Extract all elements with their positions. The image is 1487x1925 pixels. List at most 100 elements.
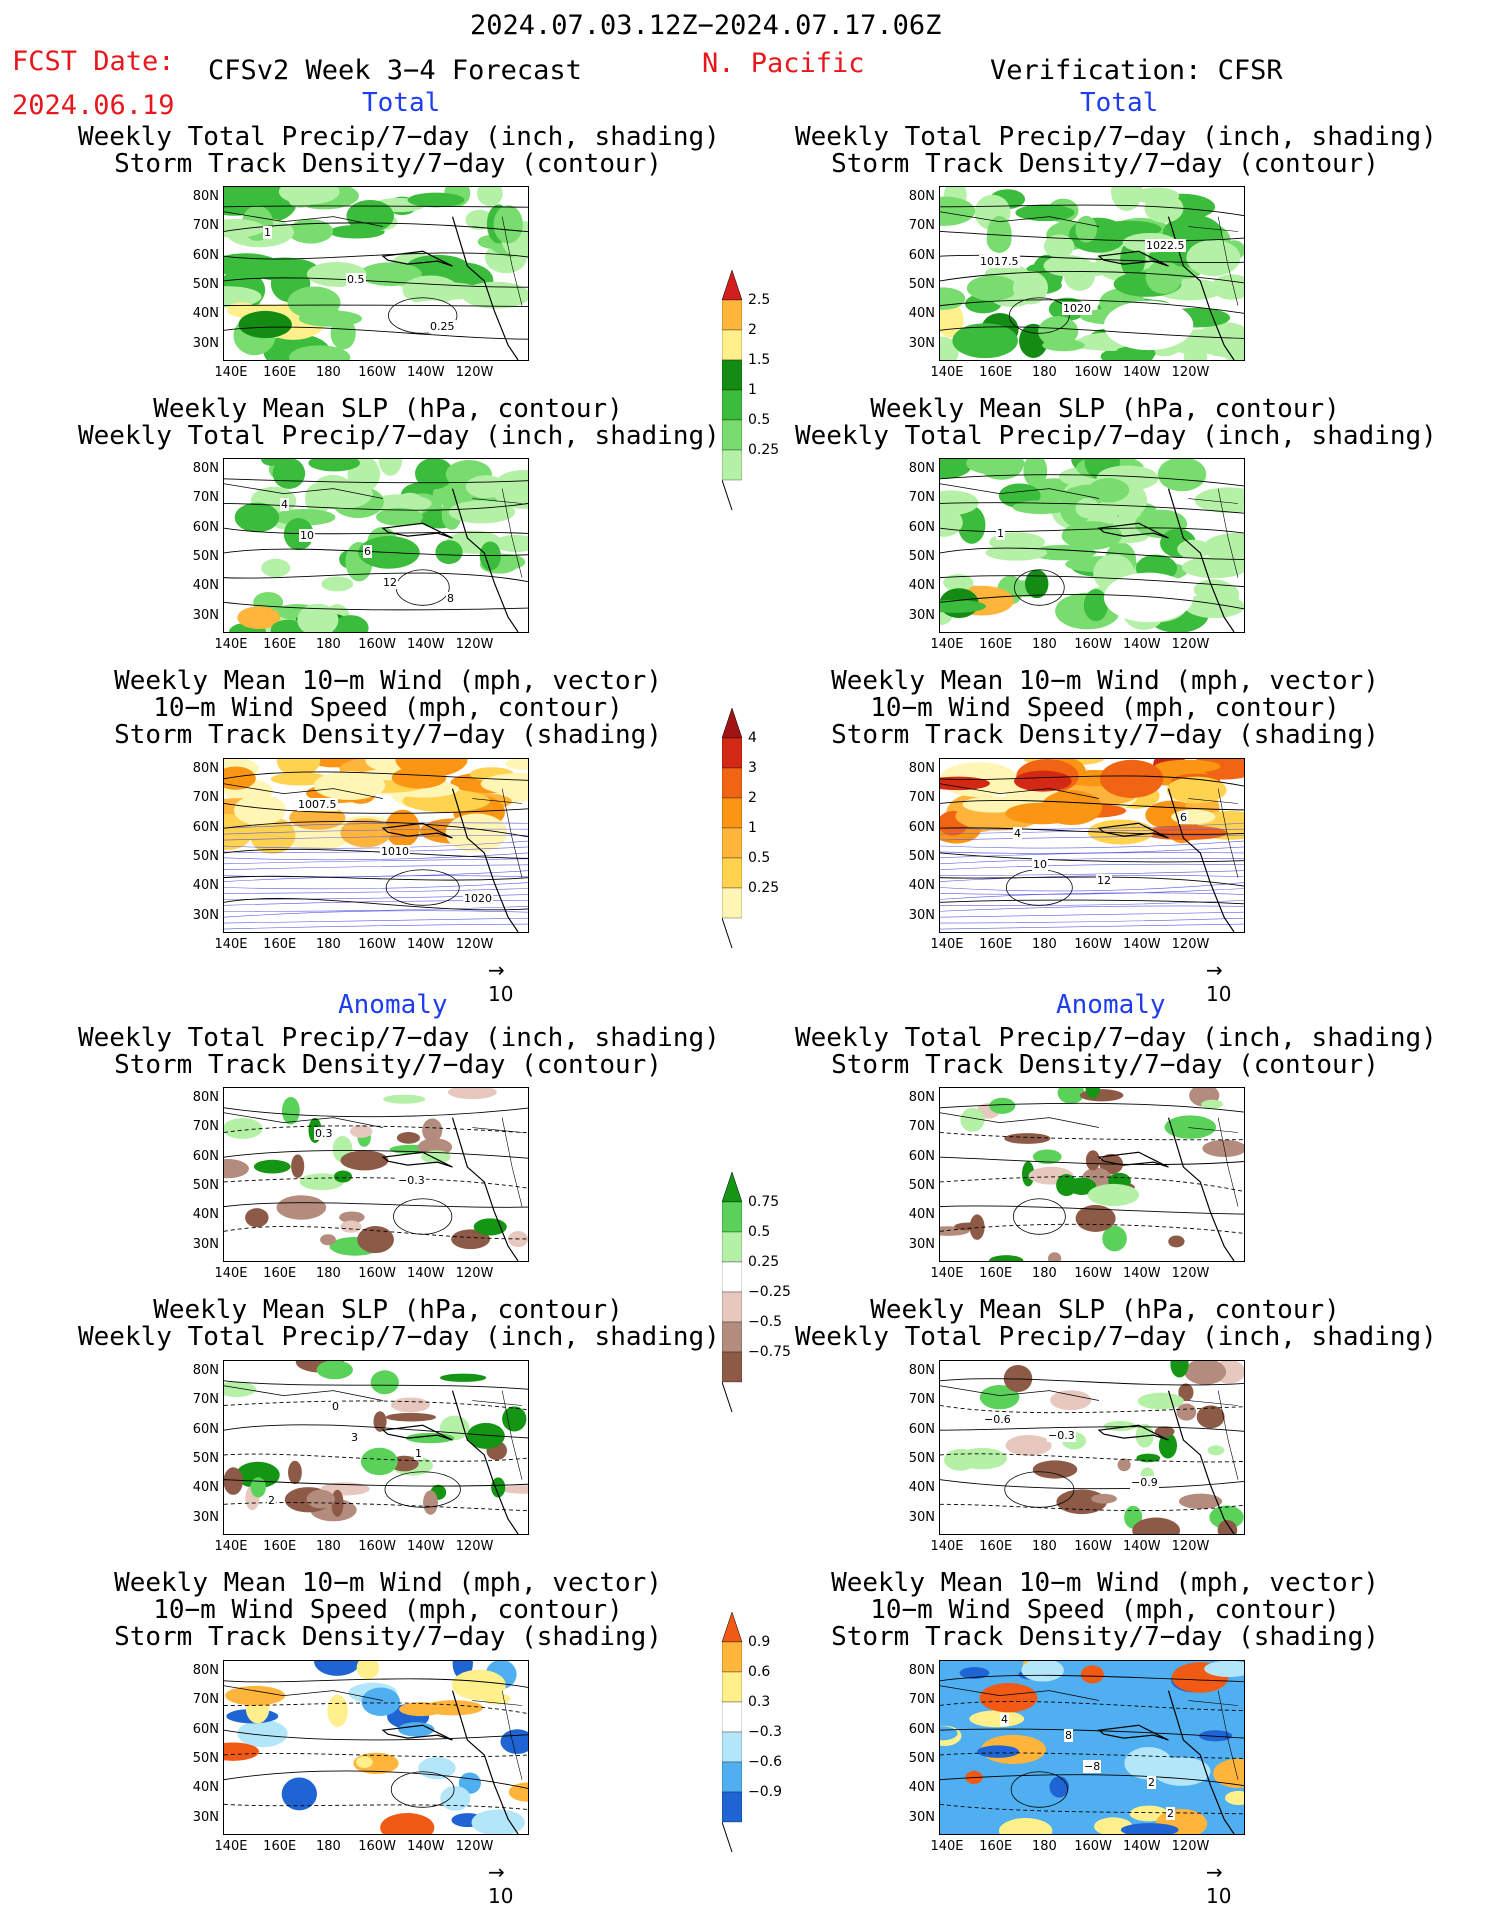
lon-label: 160E: [263, 365, 297, 380]
panel-title-7: Weekly Total Precip/7−day (inch, shading…: [78, 1023, 720, 1079]
colorbar-label: 2: [748, 790, 757, 806]
contour-label: 10: [1032, 858, 1048, 871]
lat-label: 60N: [908, 247, 935, 263]
lat-label: 60N: [908, 1421, 935, 1437]
lon-label: 180: [1031, 365, 1057, 380]
lon-label: 180: [1031, 637, 1057, 652]
contour-label: −0.3: [1047, 1429, 1076, 1442]
lat-label: 80N: [192, 1090, 219, 1105]
colorbar-label: 0.25: [748, 1254, 780, 1270]
lat-label: 70N: [908, 218, 935, 234]
section-anomaly-left: Anomaly: [338, 990, 448, 1020]
lat-label: 40N: [908, 1480, 935, 1496]
panel-title-line: Weekly Total Precip/7−day (inch, shading…: [795, 1322, 1437, 1352]
lat-label: 70N: [192, 1119, 219, 1135]
panel-title-line: Weekly Mean SLP (hPa, contour): [153, 1295, 623, 1325]
lon-label: 140E: [214, 637, 248, 652]
lat-label: 50N: [192, 276, 219, 292]
fcst-date: 2024.06.19: [12, 90, 175, 121]
colorbar-label: 0.5: [748, 412, 771, 428]
contour-label: 3: [350, 1431, 359, 1444]
lon-label: 140E: [930, 365, 964, 380]
lat-label: 30N: [192, 1236, 219, 1252]
map-panel-12: [939, 1660, 1245, 1835]
panel-title-line: Weekly Mean SLP (hPa, contour): [870, 1295, 1340, 1325]
lon-label: 180: [315, 1539, 341, 1554]
lon-label: 160W: [358, 937, 396, 952]
lat-label: 30N: [192, 607, 219, 623]
lon-label: 120W: [455, 937, 494, 952]
lat-label: 40N: [192, 878, 219, 894]
lon-label: 140E: [930, 937, 964, 952]
lat-label: 50N: [908, 276, 935, 292]
map-panel-2: [939, 186, 1245, 361]
fcst-date-label: FCST Date:: [12, 46, 175, 77]
lon-label: 160E: [979, 1839, 1013, 1854]
lat-label: 80N: [192, 761, 219, 776]
contour-label: −8: [1083, 1760, 1102, 1773]
lon-label: 180: [315, 365, 341, 380]
contour-label: 2: [1166, 1807, 1175, 1820]
panel-title-line: Weekly Total Precip/7−day (inch, shading…: [78, 1023, 720, 1053]
lat-label: 50N: [192, 1177, 219, 1193]
lat-label: 60N: [192, 819, 219, 835]
lat-label: 80N: [192, 189, 219, 204]
panel-title-8: Weekly Total Precip/7−day (inch, shading…: [795, 1025, 1437, 1080]
colorbar-label: 1: [748, 382, 757, 398]
contour-label: 8: [446, 592, 455, 605]
lon-label: 180: [315, 1839, 341, 1854]
lat-label: 40N: [192, 1480, 219, 1496]
lat-label: 40N: [192, 1780, 219, 1796]
map-panel-6: [939, 758, 1245, 933]
lat-label: 50N: [908, 848, 935, 864]
colorbar-label: 2: [748, 322, 757, 338]
colorbar-label: −0.25: [748, 1284, 791, 1300]
colorbar-label: −0.75: [748, 1344, 791, 1360]
panel-title-line: Storm Track Density/7−day (contour): [831, 1050, 1379, 1080]
contour-label: 1020: [463, 892, 493, 905]
colorbar-label: 0.3: [748, 1694, 771, 1710]
colorbar-precip-anom: [721, 1171, 743, 1442]
contour-label: −0.3: [397, 1174, 426, 1187]
lat-label: 60N: [908, 819, 935, 835]
contour-label: 1022.5: [1145, 239, 1186, 252]
lat-label: 40N: [908, 878, 935, 894]
lat-label: 40N: [908, 578, 935, 594]
colorbar-label: 3: [748, 760, 757, 776]
vector-ref-4: → 10: [1206, 1860, 1232, 1908]
panel-title-6: Weekly Mean 10−m Wind (mph, vector) 10−m …: [795, 668, 1415, 749]
colorbar-label: 0.75: [748, 1194, 780, 1210]
lon-label: 120W: [1171, 365, 1210, 380]
lon-label: 140W: [1122, 365, 1161, 380]
lat-label: 40N: [192, 1207, 219, 1223]
contour-label: 1: [263, 226, 272, 239]
panel-title-9: Weekly Mean SLP (hPa, contour) Weekly Tot…: [78, 1295, 720, 1351]
lon-label: 140W: [1122, 637, 1161, 652]
lat-label: 70N: [908, 1119, 935, 1135]
lon-label: 140E: [214, 365, 248, 380]
panel-title-line: Weekly Total Precip/7−day (inch, shading…: [78, 122, 720, 152]
lon-label: 120W: [1171, 1839, 1210, 1854]
lat-label: 80N: [908, 761, 935, 776]
lon-label: 140W: [1122, 1539, 1161, 1554]
colorbar-label: 0.6: [748, 1664, 771, 1680]
lon-label: 160W: [358, 365, 396, 380]
lon-label: 140W: [406, 1539, 445, 1554]
lat-label: 60N: [192, 1148, 219, 1164]
lon-label: 160E: [263, 937, 297, 952]
lat-label: 30N: [908, 335, 935, 351]
contour-label: 4: [1000, 1713, 1009, 1726]
lat-label: 80N: [908, 189, 935, 204]
colorbar-label: 0.25: [748, 880, 780, 896]
vector-ref-2: → 10: [1206, 958, 1232, 1006]
panel-title-line: Storm Track Density/7−day (shading): [831, 1622, 1379, 1652]
lon-label: 140W: [406, 1266, 445, 1281]
panel-title-line: 10−m Wind Speed (mph, contour): [870, 1595, 1340, 1625]
lat-label: 80N: [192, 1363, 219, 1378]
contour-label: 0.5: [346, 273, 366, 286]
vector-ref-3: → 10: [488, 1860, 514, 1908]
panel-title-line: 10−m Wind Speed (mph, contour): [153, 1595, 623, 1625]
lon-label: 120W: [455, 1266, 494, 1281]
lat-label: 50N: [192, 1750, 219, 1766]
lat-label: 30N: [192, 1809, 219, 1825]
